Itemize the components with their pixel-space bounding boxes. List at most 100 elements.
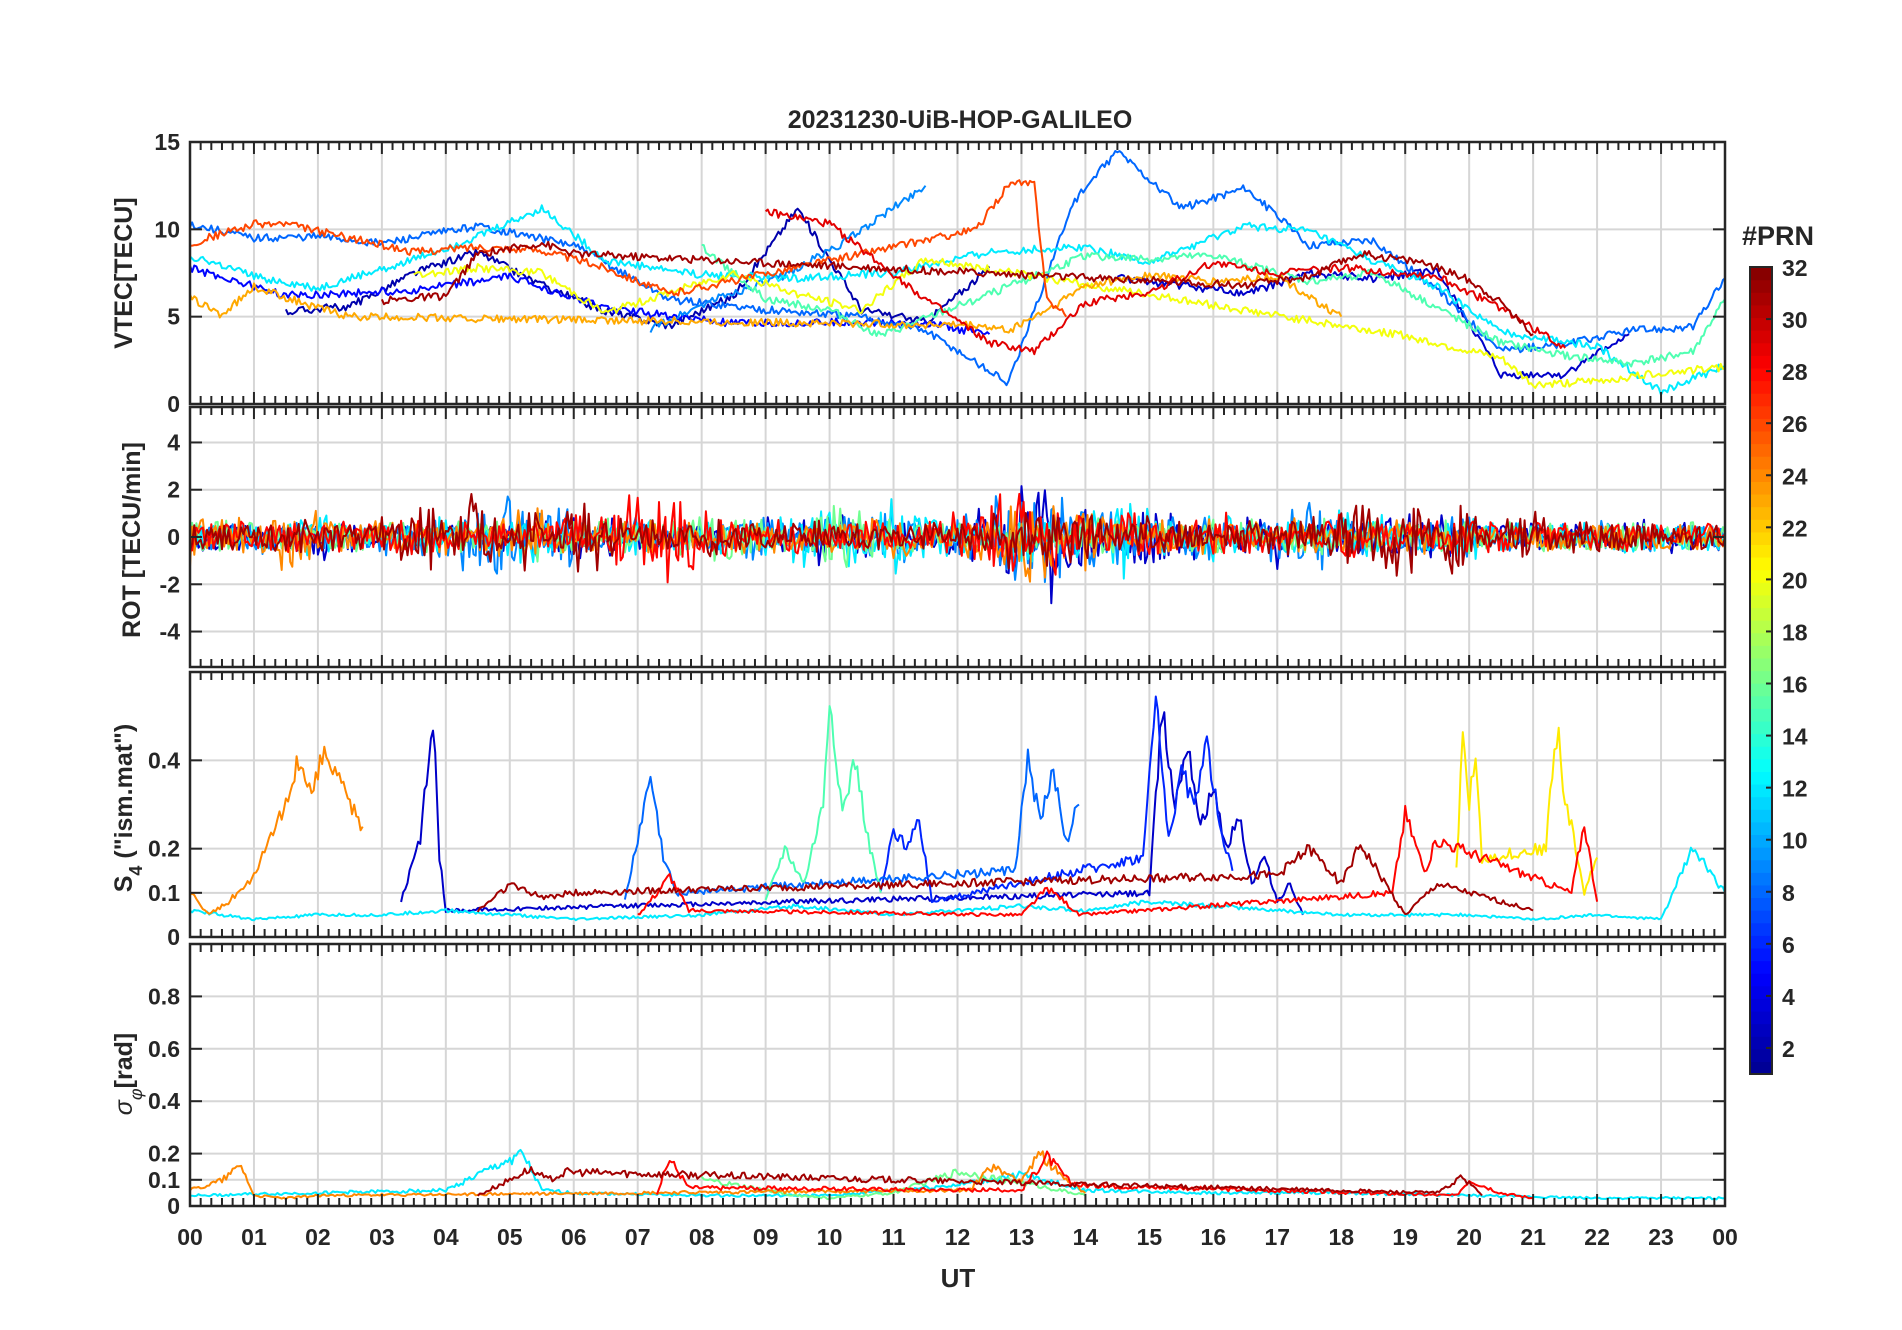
panel-rot: -4 -2 0 2 4 xyxy=(160,405,1727,669)
x-tick-label: 01 xyxy=(241,1224,267,1250)
colorbar-segment xyxy=(1750,594,1772,609)
chart-title: 20231230-UiB-HOP-GALILEO xyxy=(788,106,1133,134)
colorbar-segment xyxy=(1750,695,1772,709)
series-prn-15 xyxy=(701,243,1725,368)
y-tick-label: 0 xyxy=(167,391,180,417)
y-tick-label: 15 xyxy=(154,129,180,155)
y-tick-label: -4 xyxy=(160,619,181,645)
colorbar-segment xyxy=(1750,620,1772,634)
series-prn-23 xyxy=(190,271,1343,334)
colorbar-segment xyxy=(1750,935,1772,949)
y-axis-label-rot: ROT [TECU/min] xyxy=(118,442,146,638)
colorbar-tick-label: 4 xyxy=(1782,984,1795,1010)
colorbar-segment xyxy=(1750,897,1772,911)
x-tick-label: 17 xyxy=(1264,1224,1290,1250)
colorbar-segment xyxy=(1750,506,1772,520)
series-prn-31 xyxy=(477,1166,1483,1197)
plot-frame xyxy=(188,670,1727,939)
y-tick-label: 5 xyxy=(167,304,180,330)
x-tick-label: 09 xyxy=(753,1224,779,1250)
colorbar-tick-label: 12 xyxy=(1782,776,1808,802)
y-tick-label: 0.1 xyxy=(148,1167,180,1193)
colorbar-tick-label: 6 xyxy=(1782,932,1795,958)
colorbar-segment xyxy=(1750,973,1772,987)
colorbar-segment xyxy=(1750,544,1772,558)
series-prn-31 xyxy=(476,844,1534,915)
colorbar-segment xyxy=(1750,821,1772,836)
series-prn-8 xyxy=(623,748,1080,900)
y-tick-label: 4 xyxy=(167,429,180,455)
colorbar-segment xyxy=(1750,493,1772,508)
plot-frame xyxy=(188,405,1727,669)
y-tick-label: 10 xyxy=(154,216,180,242)
colorbar-segment xyxy=(1750,292,1772,306)
colorbar-segment xyxy=(1750,796,1772,810)
colorbar-segment xyxy=(1750,456,1772,470)
colorbar-segment xyxy=(1750,670,1772,684)
series-prn-28 xyxy=(637,804,1599,918)
colorbar-segment xyxy=(1750,720,1772,735)
x-tick-label: 07 xyxy=(625,1224,651,1250)
colorbar-segment xyxy=(1750,783,1772,798)
colorbar-title: #PRN xyxy=(1742,221,1814,251)
x-tick-label: 12 xyxy=(945,1224,971,1250)
x-tick-label: 13 xyxy=(1009,1224,1035,1250)
colorbar-segment xyxy=(1750,683,1772,697)
colorbar-segment xyxy=(1750,746,1772,760)
colorbar-segment xyxy=(1750,342,1772,356)
series-prn-26 xyxy=(190,179,1068,318)
y-tick-label: 0.2 xyxy=(148,836,180,862)
x-tick-label: 10 xyxy=(817,1224,843,1250)
x-tick-label: 04 xyxy=(433,1224,459,1250)
panel-sigma-phi: 00.10.2 0.4 0.6 0.8 xyxy=(148,942,1727,1219)
colorbar-segment xyxy=(1750,1023,1772,1037)
y-tick-label: 0 xyxy=(167,924,180,950)
colorbar-tick-label: 14 xyxy=(1782,724,1808,750)
colorbar-tick-label: 2 xyxy=(1782,1036,1795,1062)
colorbar-segment xyxy=(1750,355,1772,369)
y-tick-label: 0.1 xyxy=(148,880,180,906)
colorbar-tick-label: 30 xyxy=(1782,307,1808,333)
series-prn-24 xyxy=(190,745,364,915)
colorbar-tick-label: 18 xyxy=(1782,619,1808,645)
series-prn-31 xyxy=(190,493,1725,577)
panel-vtec: 0 5 10 15 xyxy=(154,129,1727,417)
y-tick-label: 0.4 xyxy=(148,1088,180,1114)
y-tick-label: -2 xyxy=(160,571,180,597)
y-axis-label-s4: S4 ("ism.mat") xyxy=(110,724,146,893)
colorbar-segment xyxy=(1750,367,1772,382)
colorbar-tick-label: 8 xyxy=(1782,880,1795,906)
y-tick-label: 0.2 xyxy=(148,1141,180,1167)
colorbar-segment xyxy=(1750,859,1772,873)
colorbar-segment xyxy=(1750,531,1772,546)
colorbar-segment xyxy=(1750,1061,1772,1075)
x-tick-label: 19 xyxy=(1392,1224,1418,1250)
colorbar-tick-label: 32 xyxy=(1782,255,1808,281)
x-tick-label: 08 xyxy=(689,1224,715,1250)
x-tick-label: 23 xyxy=(1648,1224,1674,1250)
colorbar-segment xyxy=(1750,809,1772,823)
y-tick-label: 0.6 xyxy=(148,1036,180,1062)
colorbar-segment xyxy=(1750,985,1772,999)
series-prn-21 xyxy=(1455,726,1598,896)
colorbar-segment xyxy=(1750,380,1772,394)
x-tick-labels: 00 01 02 03 04 05 06 07 08 09 10 11 12 13 14 15 16 17 18 19… xyxy=(177,1224,1738,1250)
colorbar-segment xyxy=(1750,834,1772,848)
colorbar-segment xyxy=(1750,557,1772,571)
colorbar-tick-label: 20 xyxy=(1782,567,1808,593)
x-tick-label: 06 xyxy=(561,1224,587,1250)
colorbar-segment xyxy=(1750,771,1772,785)
colorbar-segment xyxy=(1750,468,1772,482)
x-tick-label: 14 xyxy=(1073,1224,1099,1250)
colorbar-segment xyxy=(1750,884,1772,899)
y-tick-label: 0 xyxy=(167,1193,180,1219)
series-prn-15 xyxy=(764,705,882,901)
y-tick-label: 2 xyxy=(167,477,180,503)
colorbar-segment xyxy=(1750,519,1772,533)
series-prn-3 xyxy=(1116,266,1630,380)
colorbar-segment xyxy=(1750,758,1772,772)
x-tick-label: 00 xyxy=(177,1224,203,1250)
colorbar-segment xyxy=(1750,657,1772,672)
